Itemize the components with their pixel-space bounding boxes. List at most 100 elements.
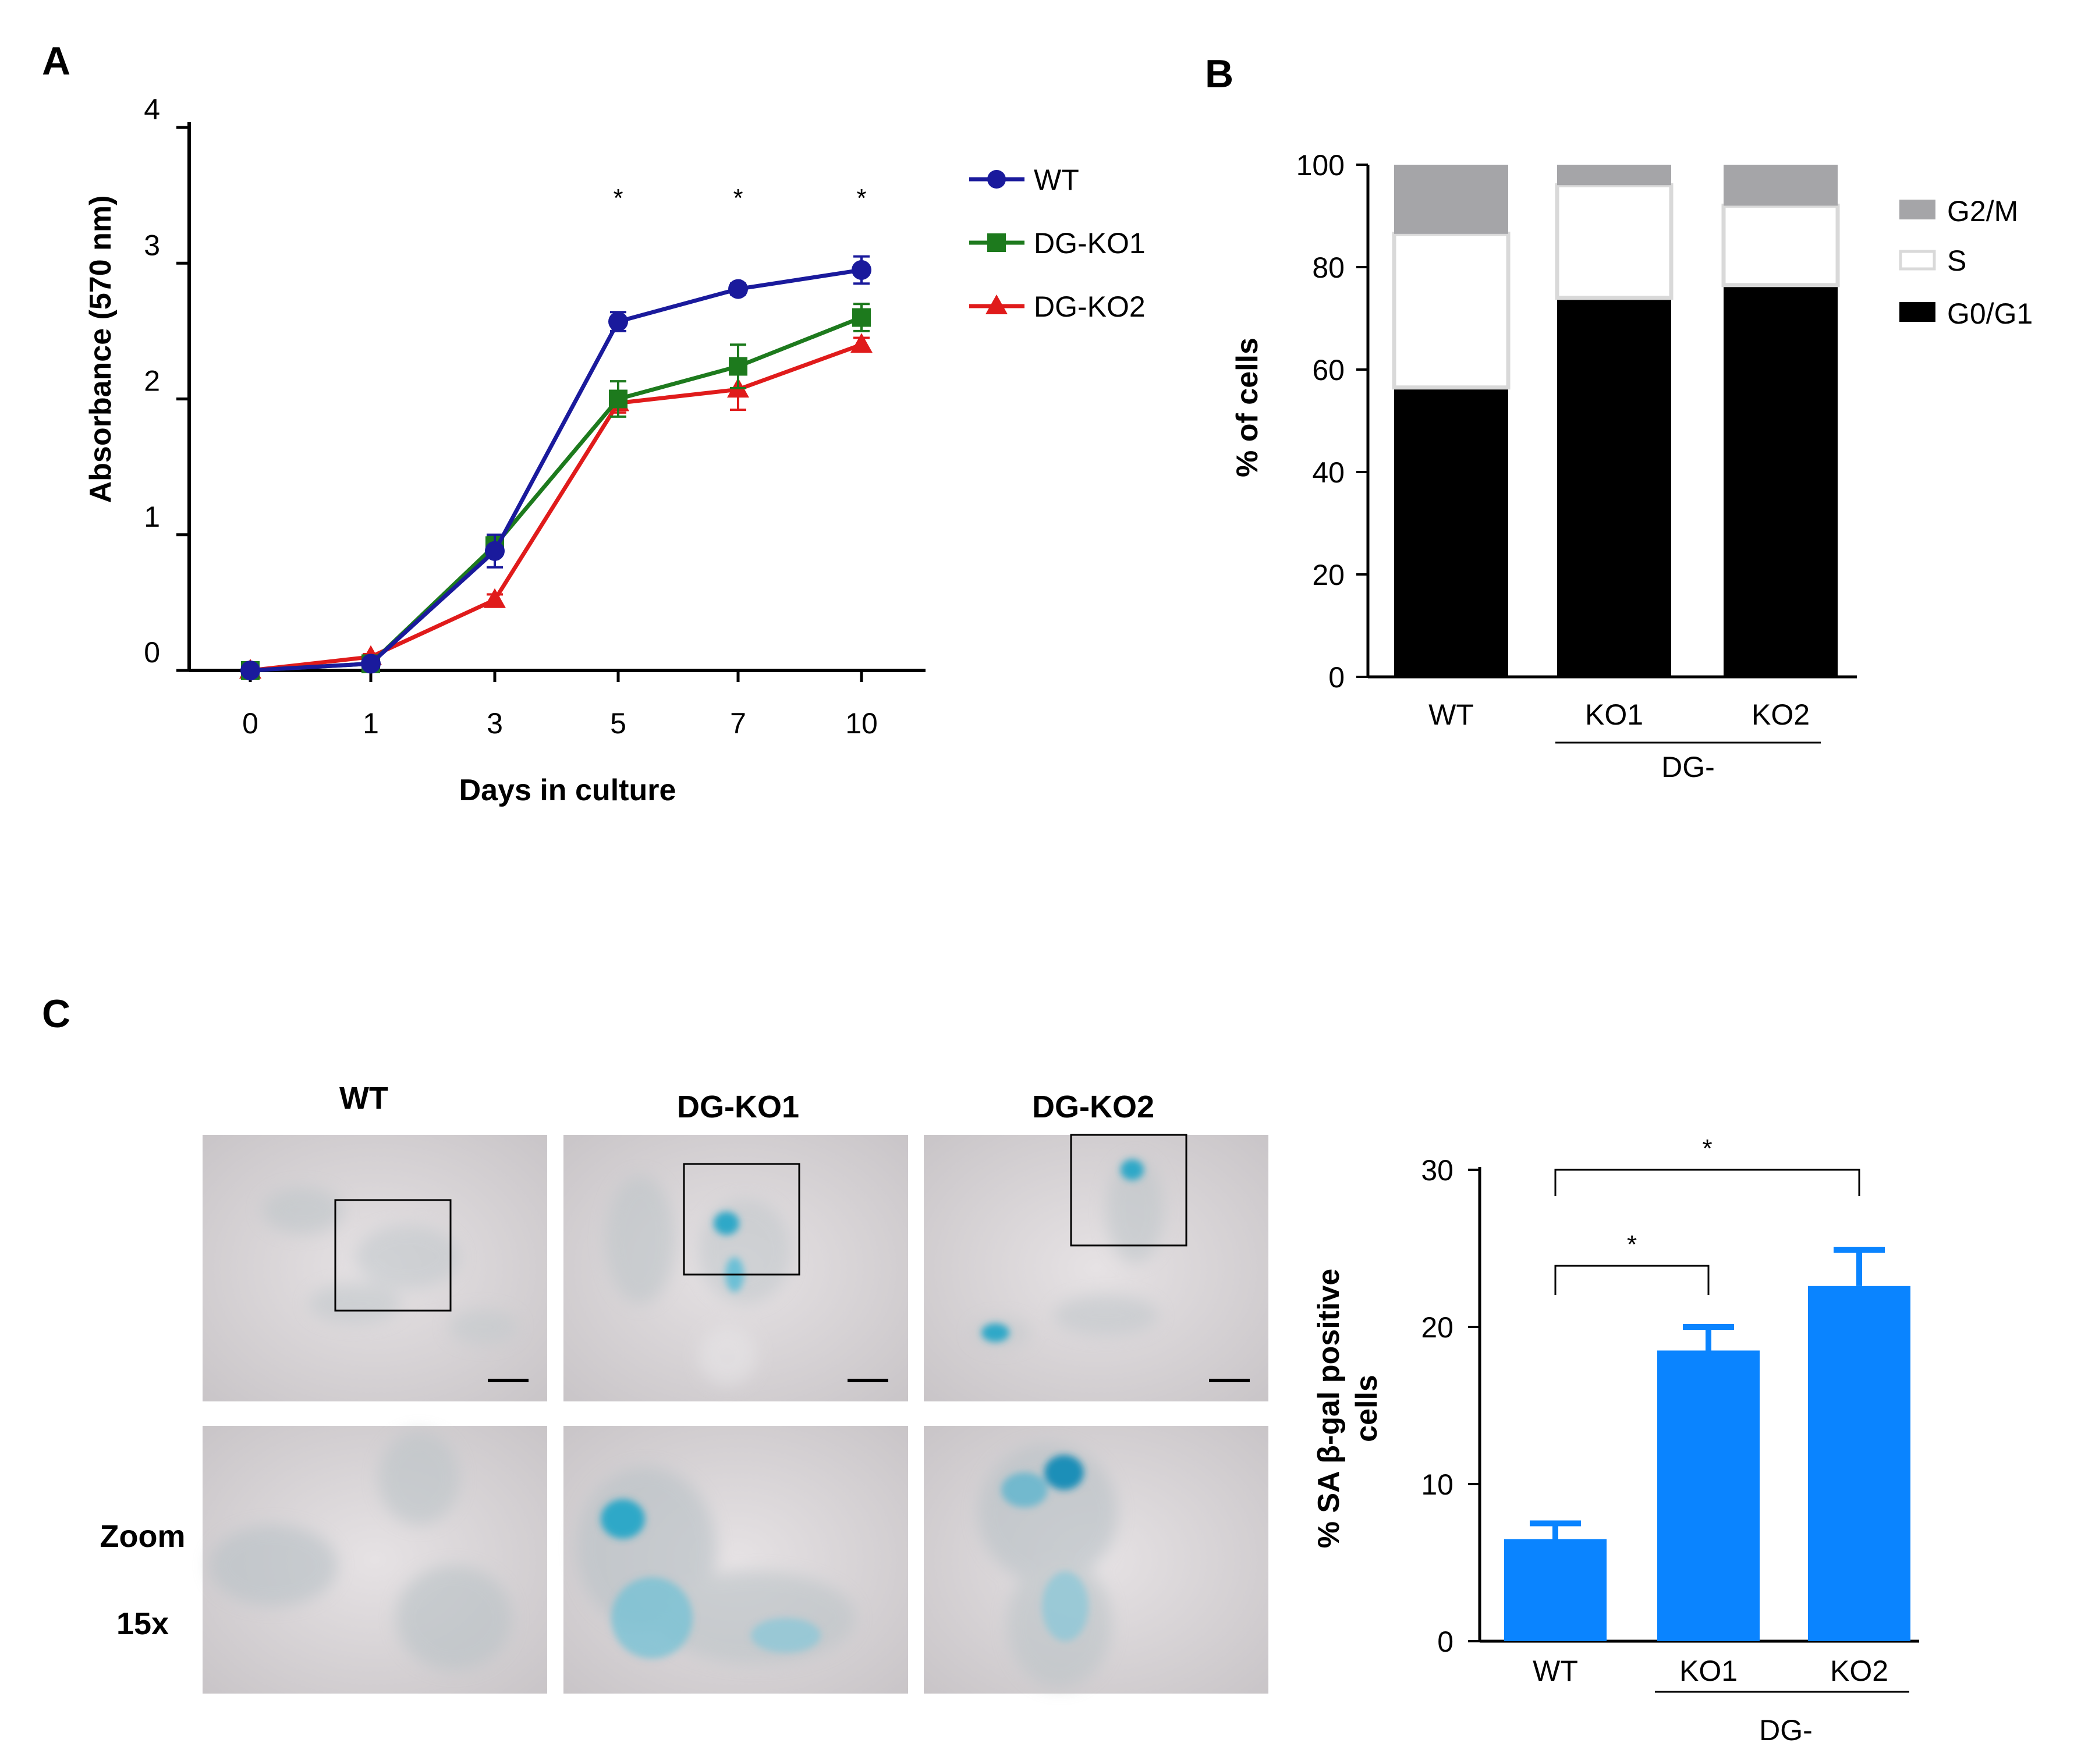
b-ytick-label-1: 20 [1312,559,1345,591]
c-ytick-label-3: 30 [1421,1154,1453,1187]
micrograph-grid: WT DG-KO1 DG-KO2 Zoom 15x [100,1081,1268,1694]
growth-curve-chart: 0 1 2 3 4 0 1 3 5 7 10 Days in culture Absorbance… [84,93,1146,807]
b-ytick-label-2: 40 [1312,456,1345,489]
b-xtick-label-1: KO1 [1585,698,1643,731]
a-legend: WT DG-KO1 DG-KO2 [969,164,1146,323]
a-xtick-label-0: 0 [242,707,258,740]
a-xtick-label-5: 10 [845,707,878,740]
c-y-axis-title-line2: cells [1350,1375,1384,1442]
panel-letter-a: A [42,39,70,83]
micrograph-wt-overview [203,1135,547,1401]
legend-label-ko1: DG-KO1 [1034,227,1146,260]
a-series-line-0 [250,268,862,673]
legend-item-ko2: DG-KO2 [969,290,1146,323]
b-xtick-label-2: KO2 [1752,698,1810,731]
micrograph-ko2-zoom [924,1426,1268,1694]
legend-item-wt: WT [969,164,1079,196]
a-xtick-label-3: 5 [610,707,626,740]
c-ytick-label-1: 10 [1421,1468,1453,1501]
a-point-2-5 [850,333,873,353]
legend-label-ko2: DG-KO2 [1034,290,1146,323]
micrograph-ko1-overview [563,1135,908,1401]
cell-cycle-chart: 0 20 40 60 80 100 WT KO1 KO2 DG- % of cells G2/… [1231,149,2033,783]
micrograph-wt-zoom [203,1426,547,1694]
a-point-0-5 [852,260,871,280]
micrograph-ko1-zoom [563,1426,908,1694]
a-sig-star-1: * [733,184,743,212]
c-xtick-label-2: KO2 [1830,1655,1888,1687]
legend-item-g0g1: G0/G1 [1899,297,2033,330]
c-sig-bracket-0 [1554,1265,1710,1295]
a-xtick-label-1: 1 [363,707,379,740]
b-bar-1-2 [1557,165,1671,186]
a-ytick-label-3: 3 [144,229,160,261]
a-point-2-2 [484,588,506,608]
legend-label-g0g1: G0/G1 [1947,297,2033,330]
micro-row-label-zoom: Zoom [100,1519,186,1554]
panel-letter-b: B [1205,52,1233,96]
ko1-scale-bar [848,1379,888,1382]
c-sig-bracket-1 [1554,1169,1860,1196]
c-y-axis-title-line1: % SA β-gal positive [1312,1269,1346,1549]
a-xtick-label-4: 7 [730,707,746,740]
b-bar-0-1 [1392,232,1511,390]
a-ytick-label-0: 0 [144,636,160,669]
legend-swatch-g0g1 [1899,302,1935,322]
b-xtick-label-0: WT [1428,698,1474,731]
legend-label-wt: WT [1034,164,1079,196]
micro-col-label-wt: WT [339,1081,388,1116]
b-y-axis-title: % of cells [1231,338,1264,477]
b-bar-2-1 [1721,203,1840,288]
a-ytick-label-2: 2 [144,365,160,397]
legend-item-g2m: G2/M [1899,195,2018,228]
a-y-axis-title: Absorbance (570 nm) [84,196,118,503]
legend-swatch-g2m [1899,200,1935,219]
c-bar-2 [1808,1286,1910,1641]
panel-letter-c: C [42,992,70,1036]
a-sig-star-0: * [613,184,623,212]
legend-label-s: S [1947,244,1966,277]
sa-beta-gal-chart: 0 10 20 30 WT KO1 KO2 * * DG- % SA β-gal posit… [1312,1134,1919,1747]
a-point-0-3 [608,311,628,332]
b-ytick-label-5: 100 [1296,149,1345,182]
a-point-0-1 [361,654,381,674]
b-group-label: DG- [1661,751,1715,783]
a-sig-star-2: * [856,184,866,212]
micro-col-label-ko1: DG-KO1 [677,1089,799,1124]
c-ytick-label-0: 0 [1437,1625,1453,1658]
a-point-1-5 [852,308,871,327]
b-bar-2-2 [1724,165,1838,206]
c-ytick-label-2: 20 [1421,1311,1453,1344]
legend-marker-wt [987,170,1006,189]
c-xtick-label-1: KO1 [1679,1655,1738,1687]
a-point-1-4 [729,357,747,376]
ko2-zoom-box [1070,1134,1187,1247]
legend-item-ko1: DG-KO1 [969,227,1146,260]
b-bar-0-2 [1394,165,1508,234]
a-xtick-label-2: 3 [487,707,503,740]
a-point-0-4 [728,279,748,299]
legend-item-s: S [1899,244,1966,277]
ko1-zoom-box [683,1163,800,1276]
legend-marker-ko1 [987,233,1006,252]
wt-scale-bar [488,1379,529,1382]
micrograph-ko2-overview [924,1134,1268,1401]
a-ytick-label-4: 4 [144,93,160,126]
micro-row-label-mag: 15x [116,1606,169,1641]
b-legend: G2/M S G0/G1 [1899,195,2033,330]
c-sig-star-0: * [1627,1230,1637,1259]
b-bar-0-0 [1394,387,1508,677]
ko2-scale-bar [1209,1379,1250,1382]
b-bar-1-0 [1557,297,1671,677]
c-bar-0 [1504,1539,1607,1641]
b-ytick-label-0: 0 [1328,661,1345,694]
a-point-0-0 [240,661,260,680]
legend-swatch-s [1899,250,1936,271]
a-point-1-3 [609,389,627,409]
c-bar-1 [1657,1350,1760,1641]
wt-zoom-box [334,1199,452,1312]
a-series-line-1 [250,315,863,673]
b-ytick-label-3: 60 [1312,354,1345,386]
c-xtick-label-0: WT [1533,1655,1578,1687]
